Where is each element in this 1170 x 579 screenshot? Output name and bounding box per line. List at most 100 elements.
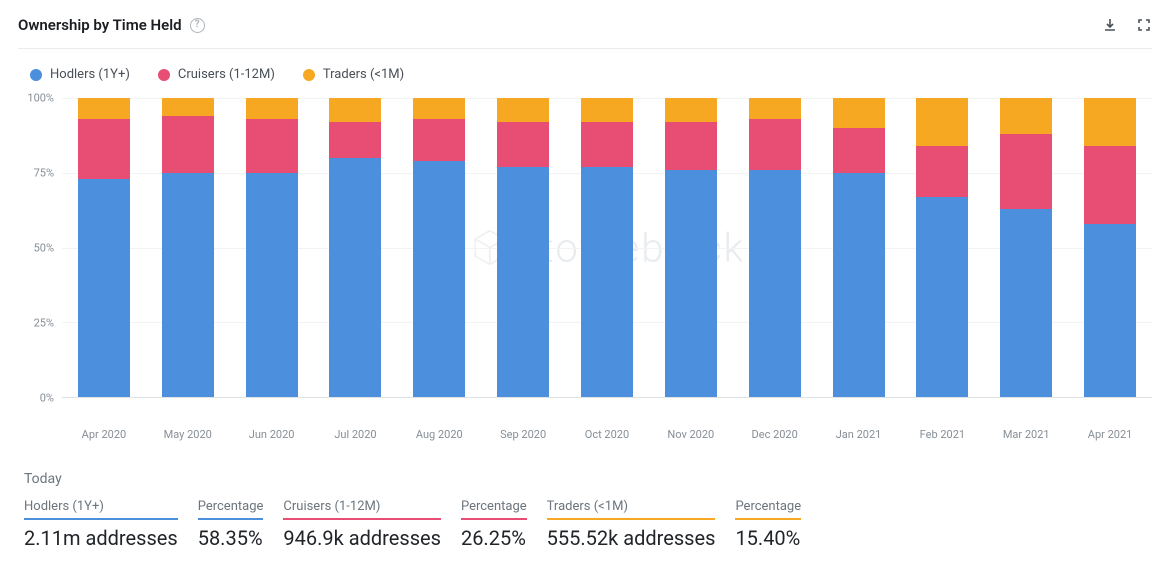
x-tick-label: Jan 2021 xyxy=(817,422,901,441)
bar-segment-traders xyxy=(749,98,801,119)
title-wrap: Ownership by Time Held ? xyxy=(18,16,205,34)
legend-item-cruisers[interactable]: Cruisers (1-12M) xyxy=(158,67,275,82)
bar-segment-traders xyxy=(497,98,549,122)
bar-segment-cruisers xyxy=(78,119,130,179)
bar[interactable] xyxy=(1084,98,1136,397)
cruisers-color-dot xyxy=(158,69,170,81)
legend-item-traders[interactable]: Traders (<1M) xyxy=(303,67,404,82)
y-tick: 0% xyxy=(40,392,54,405)
bar[interactable] xyxy=(162,98,214,397)
x-tick-label: May 2020 xyxy=(146,422,230,441)
x-tick-label: Nov 2020 xyxy=(649,422,733,441)
chart-legend: Hodlers (1Y+) Cruisers (1-12M) Traders (<1… xyxy=(18,49,1152,92)
bar-segment-cruisers xyxy=(413,119,465,161)
bar-segment-hodlers xyxy=(78,179,130,397)
bar-slot xyxy=(817,98,901,397)
bar-segment-hodlers xyxy=(749,170,801,397)
x-axis: Apr 2020May 2020Jun 2020Jul 2020Aug 2020… xyxy=(18,422,1152,441)
bar-segment-traders xyxy=(833,98,885,128)
x-tick-label: Aug 2020 xyxy=(397,422,481,441)
stat-block: Percentage26.25% xyxy=(461,499,527,550)
bar-slot xyxy=(397,98,481,397)
bar-segment-hodlers xyxy=(665,170,717,397)
bar-segment-hodlers xyxy=(916,197,968,397)
bar-segment-hodlers xyxy=(413,161,465,397)
x-tick-label: Apr 2021 xyxy=(1068,422,1152,441)
expand-icon[interactable] xyxy=(1136,17,1152,33)
chart-header: Ownership by Time Held ? xyxy=(18,16,1152,49)
bar[interactable] xyxy=(78,98,130,397)
bar-segment-traders xyxy=(581,98,633,122)
bar-segment-cruisers xyxy=(749,119,801,170)
hodlers-color-dot xyxy=(30,69,42,81)
traders-color-dot xyxy=(303,69,315,81)
bar-slot xyxy=(230,98,314,397)
bar-segment-traders xyxy=(78,98,130,119)
bar[interactable] xyxy=(413,98,465,397)
bar-segment-hodlers xyxy=(497,167,549,397)
bar[interactable] xyxy=(833,98,885,397)
bar-segment-hodlers xyxy=(581,167,633,397)
bar-slot xyxy=(1068,98,1152,397)
today-label: Today xyxy=(24,471,1152,487)
y-axis: 0%25%50%75%100% xyxy=(18,98,58,398)
stat-label: Traders (<1M) xyxy=(547,499,716,520)
bar-slot xyxy=(900,98,984,397)
legend-label: Cruisers (1-12M) xyxy=(178,67,275,82)
bar[interactable] xyxy=(497,98,549,397)
bar-segment-cruisers xyxy=(1084,146,1136,224)
bar-slot xyxy=(146,98,230,397)
bar-segment-traders xyxy=(916,98,968,146)
bar-slot xyxy=(649,98,733,397)
chart-title: Ownership by Time Held xyxy=(18,16,182,34)
x-tick-label: Dec 2020 xyxy=(733,422,817,441)
bar-segment-traders xyxy=(246,98,298,119)
bar[interactable] xyxy=(665,98,717,397)
header-actions xyxy=(1102,17,1152,33)
x-tick-label: Apr 2020 xyxy=(62,422,146,441)
download-icon[interactable] xyxy=(1102,17,1118,33)
x-tick-label: Mar 2021 xyxy=(984,422,1068,441)
bar[interactable] xyxy=(916,98,968,397)
stat-value: 58.35% xyxy=(198,526,264,550)
bar-segment-cruisers xyxy=(1000,134,1052,209)
bar[interactable] xyxy=(329,98,381,397)
bar-segment-traders xyxy=(413,98,465,119)
chart-plot: ntotheblock xyxy=(62,98,1152,398)
bar-segment-hodlers xyxy=(329,158,381,397)
legend-label: Traders (<1M) xyxy=(323,67,404,82)
bar-segment-traders xyxy=(665,98,717,122)
bar[interactable] xyxy=(749,98,801,397)
stat-block: Traders (<1M) 555.52k addresses xyxy=(547,499,716,550)
x-tick-label: Oct 2020 xyxy=(565,422,649,441)
y-tick: 75% xyxy=(34,167,54,180)
bar-slot xyxy=(565,98,649,397)
x-tick-label: Sep 2020 xyxy=(481,422,565,441)
stat-label: Percentage xyxy=(198,499,264,520)
stat-value: 2.11m addresses xyxy=(24,526,178,550)
bar[interactable] xyxy=(246,98,298,397)
y-tick: 50% xyxy=(34,242,54,255)
bar-segment-hodlers xyxy=(246,173,298,397)
bar-slot xyxy=(984,98,1068,397)
bar-segment-cruisers xyxy=(162,116,214,173)
stat-block: Hodlers (1Y+)2.11m addresses xyxy=(24,499,178,550)
legend-item-hodlers[interactable]: Hodlers (1Y+) xyxy=(30,67,130,82)
chart-area: 0%25%50%75%100% ntotheblock xyxy=(18,92,1152,422)
stat-value: 15.40% xyxy=(735,526,801,550)
bar-segment-hodlers xyxy=(1000,209,1052,397)
bar[interactable] xyxy=(1000,98,1052,397)
legend-label: Hodlers (1Y+) xyxy=(50,67,130,82)
stat-value: 555.52k addresses xyxy=(547,526,716,550)
bar[interactable] xyxy=(581,98,633,397)
stat-value: 26.25% xyxy=(461,526,527,550)
bar-segment-cruisers xyxy=(581,122,633,167)
stat-block: Cruisers (1-12M)946.9k addresses xyxy=(283,499,441,550)
bar-segment-traders xyxy=(329,98,381,122)
help-icon[interactable]: ? xyxy=(190,18,205,33)
stat-label: Cruisers (1-12M) xyxy=(283,499,441,520)
y-tick: 100% xyxy=(27,92,54,105)
stat-block: Percentage15.40% xyxy=(735,499,801,550)
x-tick-label: Jun 2020 xyxy=(230,422,314,441)
bar-slot xyxy=(481,98,565,397)
